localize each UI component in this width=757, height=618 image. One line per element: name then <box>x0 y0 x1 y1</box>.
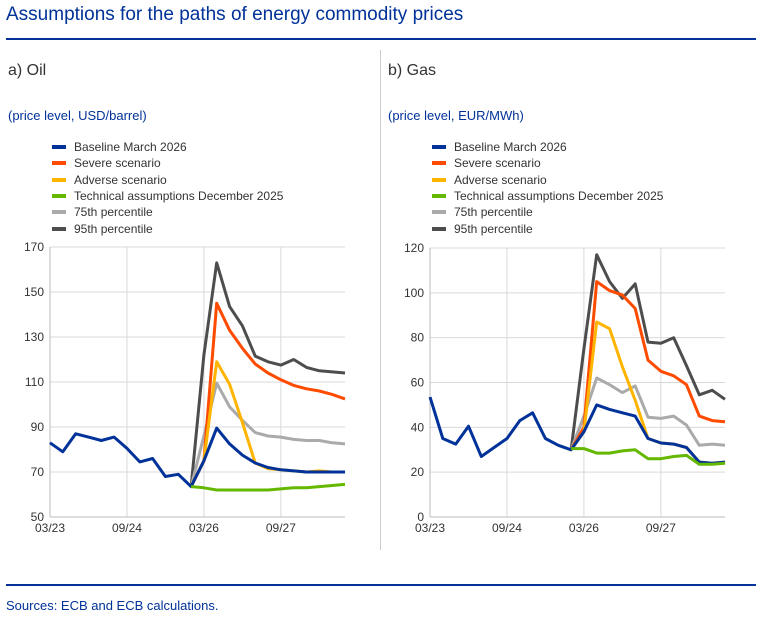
series-line-baseline <box>49 426 345 489</box>
y-tick-label: 0 <box>417 510 424 524</box>
gas-unit: (price level, EUR/MWh) <box>388 108 524 123</box>
footer-rule <box>6 584 756 586</box>
panel-divider <box>380 50 381 550</box>
series-line-technical <box>571 447 726 466</box>
x-tick-label: 03/23 <box>35 521 65 535</box>
legend-label: 95th percentile <box>454 221 533 236</box>
legend-item-p95: 95th percentile <box>432 220 663 236</box>
legend-item-technical: Technical assumptions December 2025 <box>432 188 663 204</box>
oil-panel-title: a) Oil <box>8 62 47 79</box>
legend-item-severe: Severe scenario <box>52 155 283 171</box>
gas-legend: Baseline March 2026 Severe scenario Advers… <box>432 139 663 237</box>
legend-label: Baseline March 2026 <box>454 140 567 155</box>
legend-label: 95th percentile <box>74 221 153 236</box>
legend-label: Technical assumptions December 2025 <box>74 189 284 204</box>
y-tick-label: 130 <box>24 330 44 344</box>
y-tick-label: 40 <box>411 420 425 434</box>
x-tick-label: 03/26 <box>189 521 219 535</box>
gas-panel-title: b) Gas <box>388 62 437 79</box>
y-tick-label: 20 <box>411 465 425 479</box>
legend-swatch <box>52 177 66 182</box>
series-line-p75 <box>569 376 726 451</box>
legend-item-adverse: Adverse scenario <box>52 172 283 188</box>
legend-label: 75th percentile <box>74 205 153 220</box>
legend-item-p75: 75th percentile <box>432 204 663 220</box>
x-tick-label: 03/23 <box>415 521 445 535</box>
legend-item-baseline: Baseline March 2026 <box>52 139 283 155</box>
legend-swatch <box>52 210 66 215</box>
legend-label: Severe scenario <box>454 156 541 171</box>
legend-swatch <box>432 194 446 199</box>
y-tick-label: 100 <box>404 286 424 300</box>
legend-swatch <box>432 161 446 166</box>
legend-label: Technical assumptions December 2025 <box>454 189 664 204</box>
legend-swatch <box>52 194 66 199</box>
x-tick-label: 09/27 <box>266 521 296 535</box>
series-line-p95 <box>189 261 346 487</box>
legend-label: Baseline March 2026 <box>74 140 187 155</box>
legend-item-p75: 75th percentile <box>52 204 283 220</box>
legend-item-severe: Severe scenario <box>432 155 663 171</box>
series-line-severe <box>189 301 346 488</box>
legend-label: Adverse scenario <box>454 172 547 187</box>
legend-item-adverse: Adverse scenario <box>432 172 663 188</box>
series-line-technical <box>190 482 346 492</box>
legend-swatch <box>52 226 66 231</box>
y-tick-label: 60 <box>411 376 425 390</box>
figure-title: Assumptions for the paths of energy comm… <box>6 4 464 25</box>
y-tick-label: 90 <box>31 420 45 434</box>
legend-swatch <box>52 161 66 166</box>
legend-label: Adverse scenario <box>74 172 167 187</box>
x-tick-label: 09/24 <box>492 521 522 535</box>
series-line-severe <box>569 280 726 451</box>
y-tick-label: 170 <box>24 240 44 254</box>
legend-swatch <box>432 226 446 231</box>
y-tick-label: 150 <box>24 285 44 299</box>
series-line-p75 <box>189 381 346 487</box>
legend-label: 75th percentile <box>454 205 533 220</box>
legend-swatch <box>432 177 446 182</box>
gas-chart: 0 20 40 60 80 100 120 03/23 09/24 03/26 09/27 <box>404 241 726 535</box>
x-tick-label: 09/24 <box>112 521 142 535</box>
legend-swatch <box>432 145 446 150</box>
y-tick-label: 70 <box>31 465 45 479</box>
legend-swatch <box>52 145 66 150</box>
x-tick-label: 03/26 <box>569 521 599 535</box>
source-note: Sources: ECB and ECB calculations. <box>6 598 219 613</box>
legend-item-p95: 95th percentile <box>52 220 283 236</box>
title-rule <box>6 38 756 40</box>
y-tick-label: 80 <box>411 331 425 345</box>
oil-unit: (price level, USD/barrel) <box>8 108 147 123</box>
legend-swatch <box>432 210 446 215</box>
legend-label: Severe scenario <box>74 156 161 171</box>
x-tick-label: 09/27 <box>646 521 676 535</box>
legend-item-technical: Technical assumptions December 2025 <box>52 188 283 204</box>
y-tick-label: 110 <box>25 375 44 389</box>
series-line-p95 <box>569 253 726 450</box>
oil-chart: 50 70 90 110 130 150 170 03/23 09/24 03/26 09/27 <box>24 240 346 535</box>
y-tick-label: 120 <box>404 241 424 255</box>
y-tick-label: 50 <box>31 510 45 524</box>
series-line-baseline <box>428 396 726 465</box>
legend-item-baseline: Baseline March 2026 <box>432 139 663 155</box>
oil-legend: Baseline March 2026 Severe scenario Advers… <box>52 139 283 237</box>
